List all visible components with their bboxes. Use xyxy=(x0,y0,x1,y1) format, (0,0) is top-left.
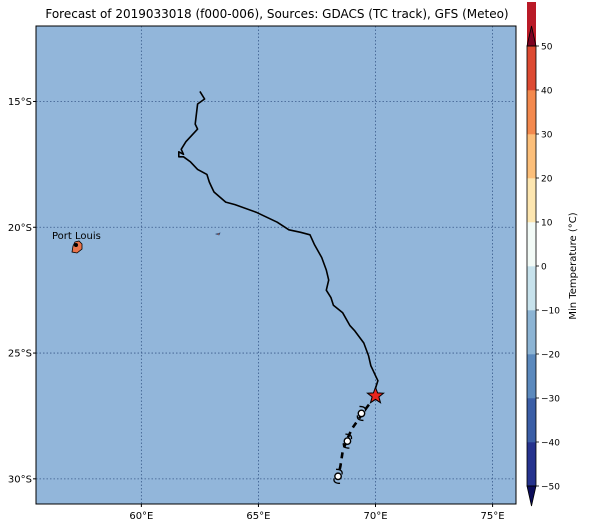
colorbar-tick-label: 40 xyxy=(541,87,553,97)
colorbar-segment xyxy=(527,222,536,267)
y-tick-label: 30°S xyxy=(8,474,32,485)
x-tick-label: 75°E xyxy=(481,511,505,522)
y-tick-label: 25°S xyxy=(8,349,32,360)
y-tick-label: 20°S xyxy=(8,223,32,234)
colorbar-segment xyxy=(527,134,536,179)
cyclone-track xyxy=(178,90,385,484)
colorbar-segment xyxy=(527,398,536,443)
tromelin-island xyxy=(214,232,221,236)
colorbar-tick-label: −10 xyxy=(541,307,560,317)
past-track-line xyxy=(178,90,379,396)
city-label: Port Louis xyxy=(52,231,101,242)
graticule xyxy=(36,26,516,504)
colorbar-segment xyxy=(527,2,536,47)
colorbar-segment xyxy=(527,266,536,311)
city-marker xyxy=(74,243,78,247)
colorbar-segment xyxy=(527,46,536,91)
colorbar-segment xyxy=(527,178,536,223)
current-position-star-icon xyxy=(366,385,385,404)
map-frame xyxy=(35,25,517,505)
colorbar-tick-label: −20 xyxy=(541,351,560,361)
colorbar-tick-label: −30 xyxy=(541,395,560,405)
colorbar-label: Min Temperature (°C) xyxy=(568,212,579,319)
cyclone-symbol-icon xyxy=(333,468,343,484)
map-panel: Port Louis xyxy=(35,25,517,505)
colorbar-tick-label: 10 xyxy=(541,219,553,229)
y-tick-label: 15°S xyxy=(8,97,32,108)
colorbar-tick-label: 0 xyxy=(541,263,547,273)
x-tick-label: 65°E xyxy=(246,511,270,522)
colorbar-tick-label: 30 xyxy=(541,131,553,141)
colorbar-tick-label: 20 xyxy=(541,175,553,185)
x-tick-label: 70°E xyxy=(363,511,387,522)
ocean-background xyxy=(36,26,516,504)
forecast-track-line xyxy=(336,395,377,477)
colorbar-segment xyxy=(527,442,536,487)
x-axis-ticks: 60°E 65°E 70°E 75°E xyxy=(129,504,505,522)
colorbar-segment xyxy=(527,90,536,135)
colorbar-tick-label: 50 xyxy=(541,43,553,53)
figure-title: Forecast of 2019033018 (f000-006), Sourc… xyxy=(45,7,508,21)
cyclone-symbol-icon xyxy=(342,433,353,449)
x-tick-label: 60°E xyxy=(129,511,153,522)
colorbar-segment xyxy=(527,310,536,355)
colorbar-min-extend xyxy=(526,485,537,507)
colorbar-segment xyxy=(527,354,536,399)
cyclone-symbol-icon xyxy=(356,405,367,422)
colorbar-tick-label: −50 xyxy=(541,483,560,493)
colorbar: 50 40 30 20 10 0 −10 −20 −30 −40 −50 xyxy=(526,2,560,507)
y-axis-ticks: 15°S 20°S 25°S 30°S xyxy=(8,97,36,485)
colorbar-tick-label: −40 xyxy=(541,439,560,449)
